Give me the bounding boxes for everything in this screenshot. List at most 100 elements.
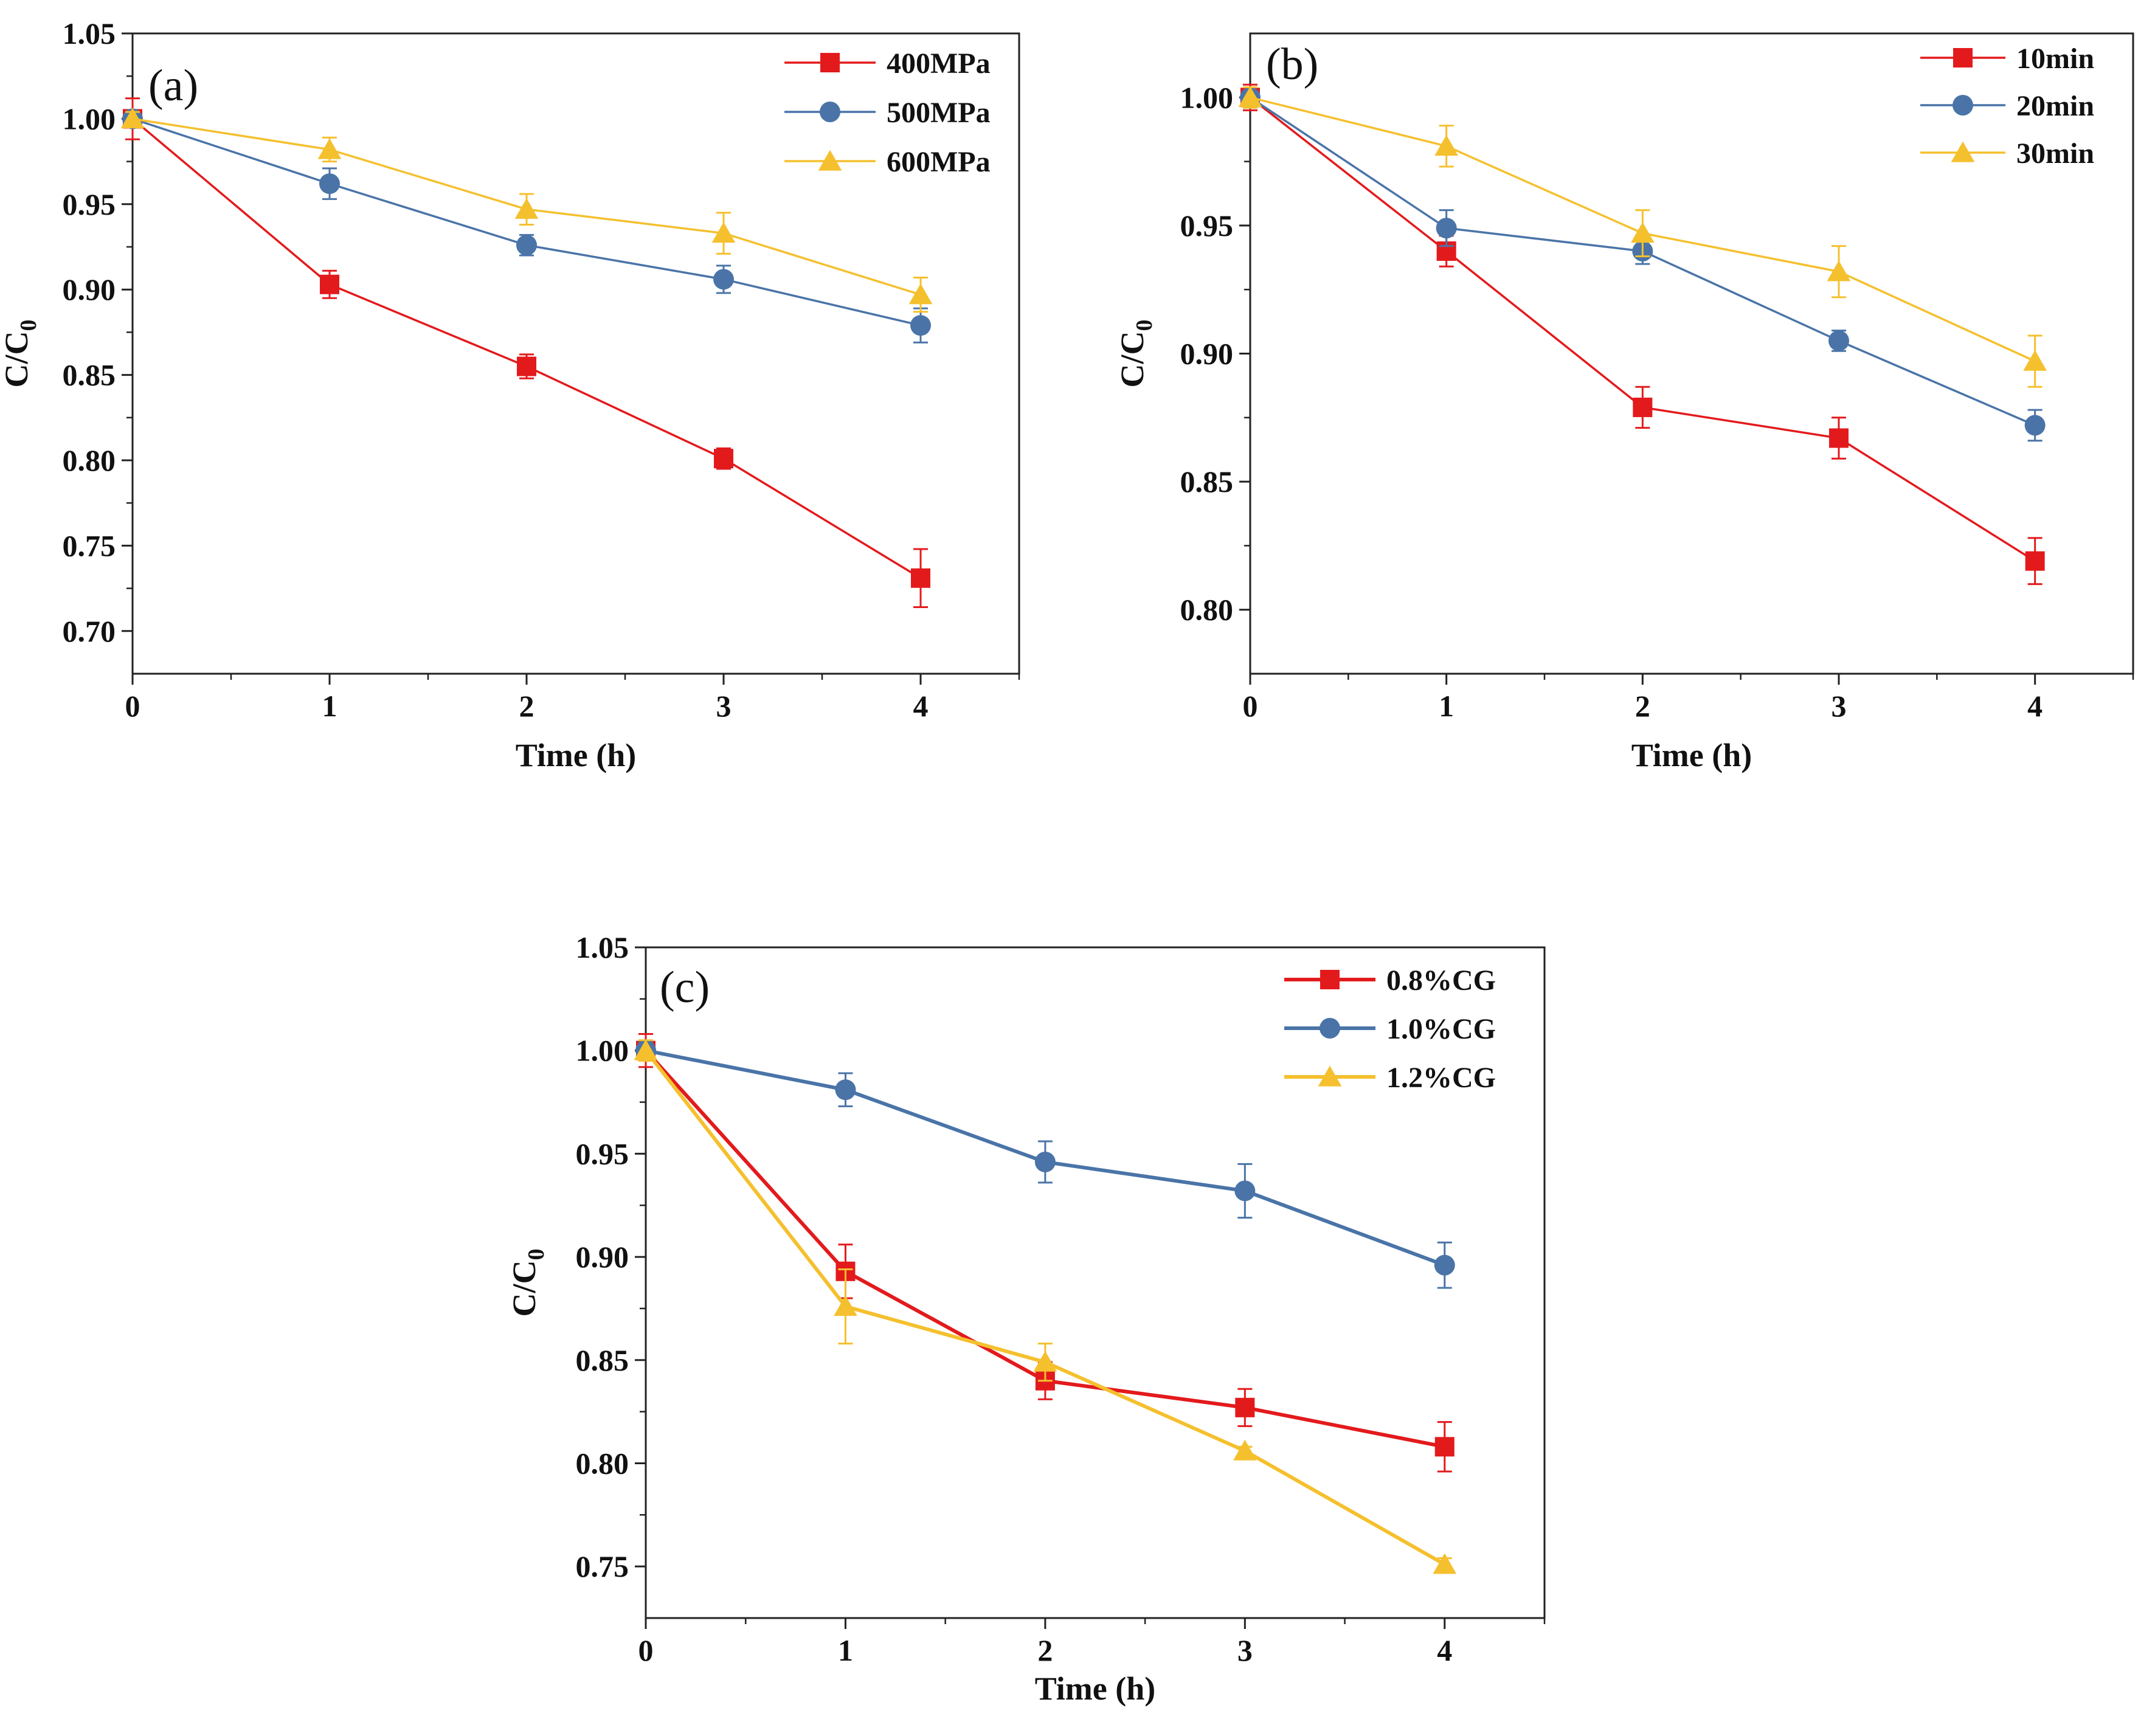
y-tick-label: 0.70 — [63, 614, 116, 648]
x-tick-label: 4 — [1437, 1633, 1452, 1667]
legend-item-20min: 20min — [1920, 90, 2094, 122]
x-tick-label: 0 — [1243, 689, 1258, 723]
y-axis-title-main: C/C — [1114, 331, 1150, 388]
y-axis-title: C/C0 — [1114, 320, 1157, 388]
legend-marker — [818, 150, 842, 171]
data-point — [1633, 397, 1653, 417]
data-point — [1234, 1180, 1256, 1202]
series-400MPa — [123, 97, 930, 608]
y-tick-label: 0.95 — [63, 187, 116, 221]
data-point — [1434, 1254, 1455, 1276]
legend-item-30min: 30min — [1920, 137, 2094, 170]
panel-label: (a) — [148, 61, 198, 111]
y-tick-label: 1.00 — [576, 1034, 629, 1068]
series-line — [131, 118, 921, 579]
data-point — [908, 283, 933, 305]
panel-label: (c) — [660, 963, 710, 1012]
data-point — [1436, 218, 1457, 239]
x-tick-label: 4 — [2027, 689, 2043, 723]
data-point — [1631, 222, 1655, 243]
y-tick-label: 1.00 — [1180, 80, 1234, 114]
data-point — [1238, 86, 1262, 107]
x-tick-label: 1 — [1439, 689, 1454, 723]
plot-frame — [131, 32, 1020, 675]
x-tick-label: 3 — [1237, 1633, 1253, 1667]
series-600MPa — [120, 108, 933, 313]
data-point — [317, 138, 342, 159]
data-point — [516, 235, 537, 256]
data-point — [911, 568, 930, 588]
data-point — [1033, 1350, 1057, 1372]
series-line — [1249, 96, 2036, 562]
y-axis-title-subscript: 0 — [1132, 320, 1157, 331]
y-tick-label: 0.95 — [576, 1136, 629, 1171]
data-point — [711, 222, 736, 243]
x-tick-label: 2 — [1635, 689, 1650, 723]
series-0.8%CG — [636, 1033, 1455, 1473]
y-tick-label: 0.90 — [63, 272, 116, 306]
series-1.2%CG — [634, 1039, 1457, 1574]
chart-panel-a: 0.70 0.75 0.80 0.85 0.90 0.95 1.00 1.05 0 1 2 3 4 Tim… — [0, 16, 1020, 773]
data-point — [2025, 551, 2045, 571]
panel-label: (b) — [1266, 40, 1318, 89]
y-tick-label: 1.05 — [63, 16, 116, 50]
x-tick-label: 3 — [716, 689, 732, 723]
y-tick-label: 0.90 — [1180, 337, 1234, 371]
y-axis-title-main: C/C — [0, 331, 35, 388]
legend-marker — [1320, 970, 1340, 989]
data-point — [1233, 1439, 1257, 1461]
data-point — [2024, 415, 2046, 436]
plot-frame — [645, 946, 1546, 1619]
data-point — [1433, 1553, 1457, 1574]
legend-marker — [1320, 1018, 1340, 1039]
legend-item-0.8%CG: 0.8%CG — [1284, 964, 1496, 997]
data-point — [834, 1295, 857, 1316]
y-tick-label: 0.90 — [576, 1240, 629, 1274]
y-tick-label: 0.85 — [63, 358, 116, 392]
data-point — [2023, 350, 2047, 371]
x-tick-label: 1 — [838, 1633, 853, 1667]
y-tick-label: 0.80 — [63, 443, 116, 477]
legend-label: 30min — [2016, 137, 2094, 170]
legend-label: 1.0%CG — [1386, 1013, 1496, 1045]
legend-marker — [820, 53, 840, 72]
y-axis-title-subscript: 0 — [16, 320, 41, 331]
x-tick-label: 4 — [913, 689, 929, 723]
data-point — [319, 173, 340, 195]
legend-marker — [1951, 141, 1975, 162]
x-axis-title: Time (h) — [1035, 1670, 1156, 1707]
legend-label: 1.2%CG — [1386, 1062, 1496, 1094]
data-point — [514, 198, 539, 219]
data-point — [835, 1079, 856, 1101]
legend-label: 600MPa — [887, 146, 991, 178]
x-axis-title: Time (h) — [516, 737, 637, 773]
y-axis-title: C/C0 — [0, 320, 41, 388]
y-tick-label: 0.80 — [1180, 593, 1234, 627]
y-tick-label: 1.05 — [576, 930, 629, 964]
x-tick-label: 0 — [125, 689, 140, 723]
data-point — [1235, 1397, 1255, 1417]
x-tick-label: 1 — [322, 689, 337, 723]
data-point — [1434, 1437, 1455, 1457]
x-tick-label: 0 — [638, 1633, 654, 1667]
data-point — [1434, 134, 1458, 156]
data-point — [713, 269, 734, 290]
data-point — [714, 449, 733, 469]
data-point — [1034, 1151, 1056, 1172]
data-point — [120, 108, 145, 129]
legend-item-400MPa: 400MPa — [784, 47, 991, 80]
x-tick-label: 2 — [1037, 1633, 1053, 1667]
y-tick-label: 0.85 — [576, 1343, 629, 1377]
series-30min — [1238, 86, 2047, 388]
y-tick-label: 0.95 — [1180, 209, 1234, 243]
data-point — [634, 1039, 658, 1060]
y-axis-title: C/C0 — [506, 1249, 549, 1317]
legend-label: 20min — [2016, 90, 2094, 122]
legend-item-600MPa: 600MPa — [784, 146, 991, 178]
legend-label: 0.8%CG — [1386, 964, 1496, 997]
y-tick-label: 0.75 — [63, 528, 116, 562]
legend-marker — [1318, 1065, 1342, 1087]
data-point — [1829, 428, 1849, 448]
legend-item-10min: 10min — [1920, 43, 2094, 75]
